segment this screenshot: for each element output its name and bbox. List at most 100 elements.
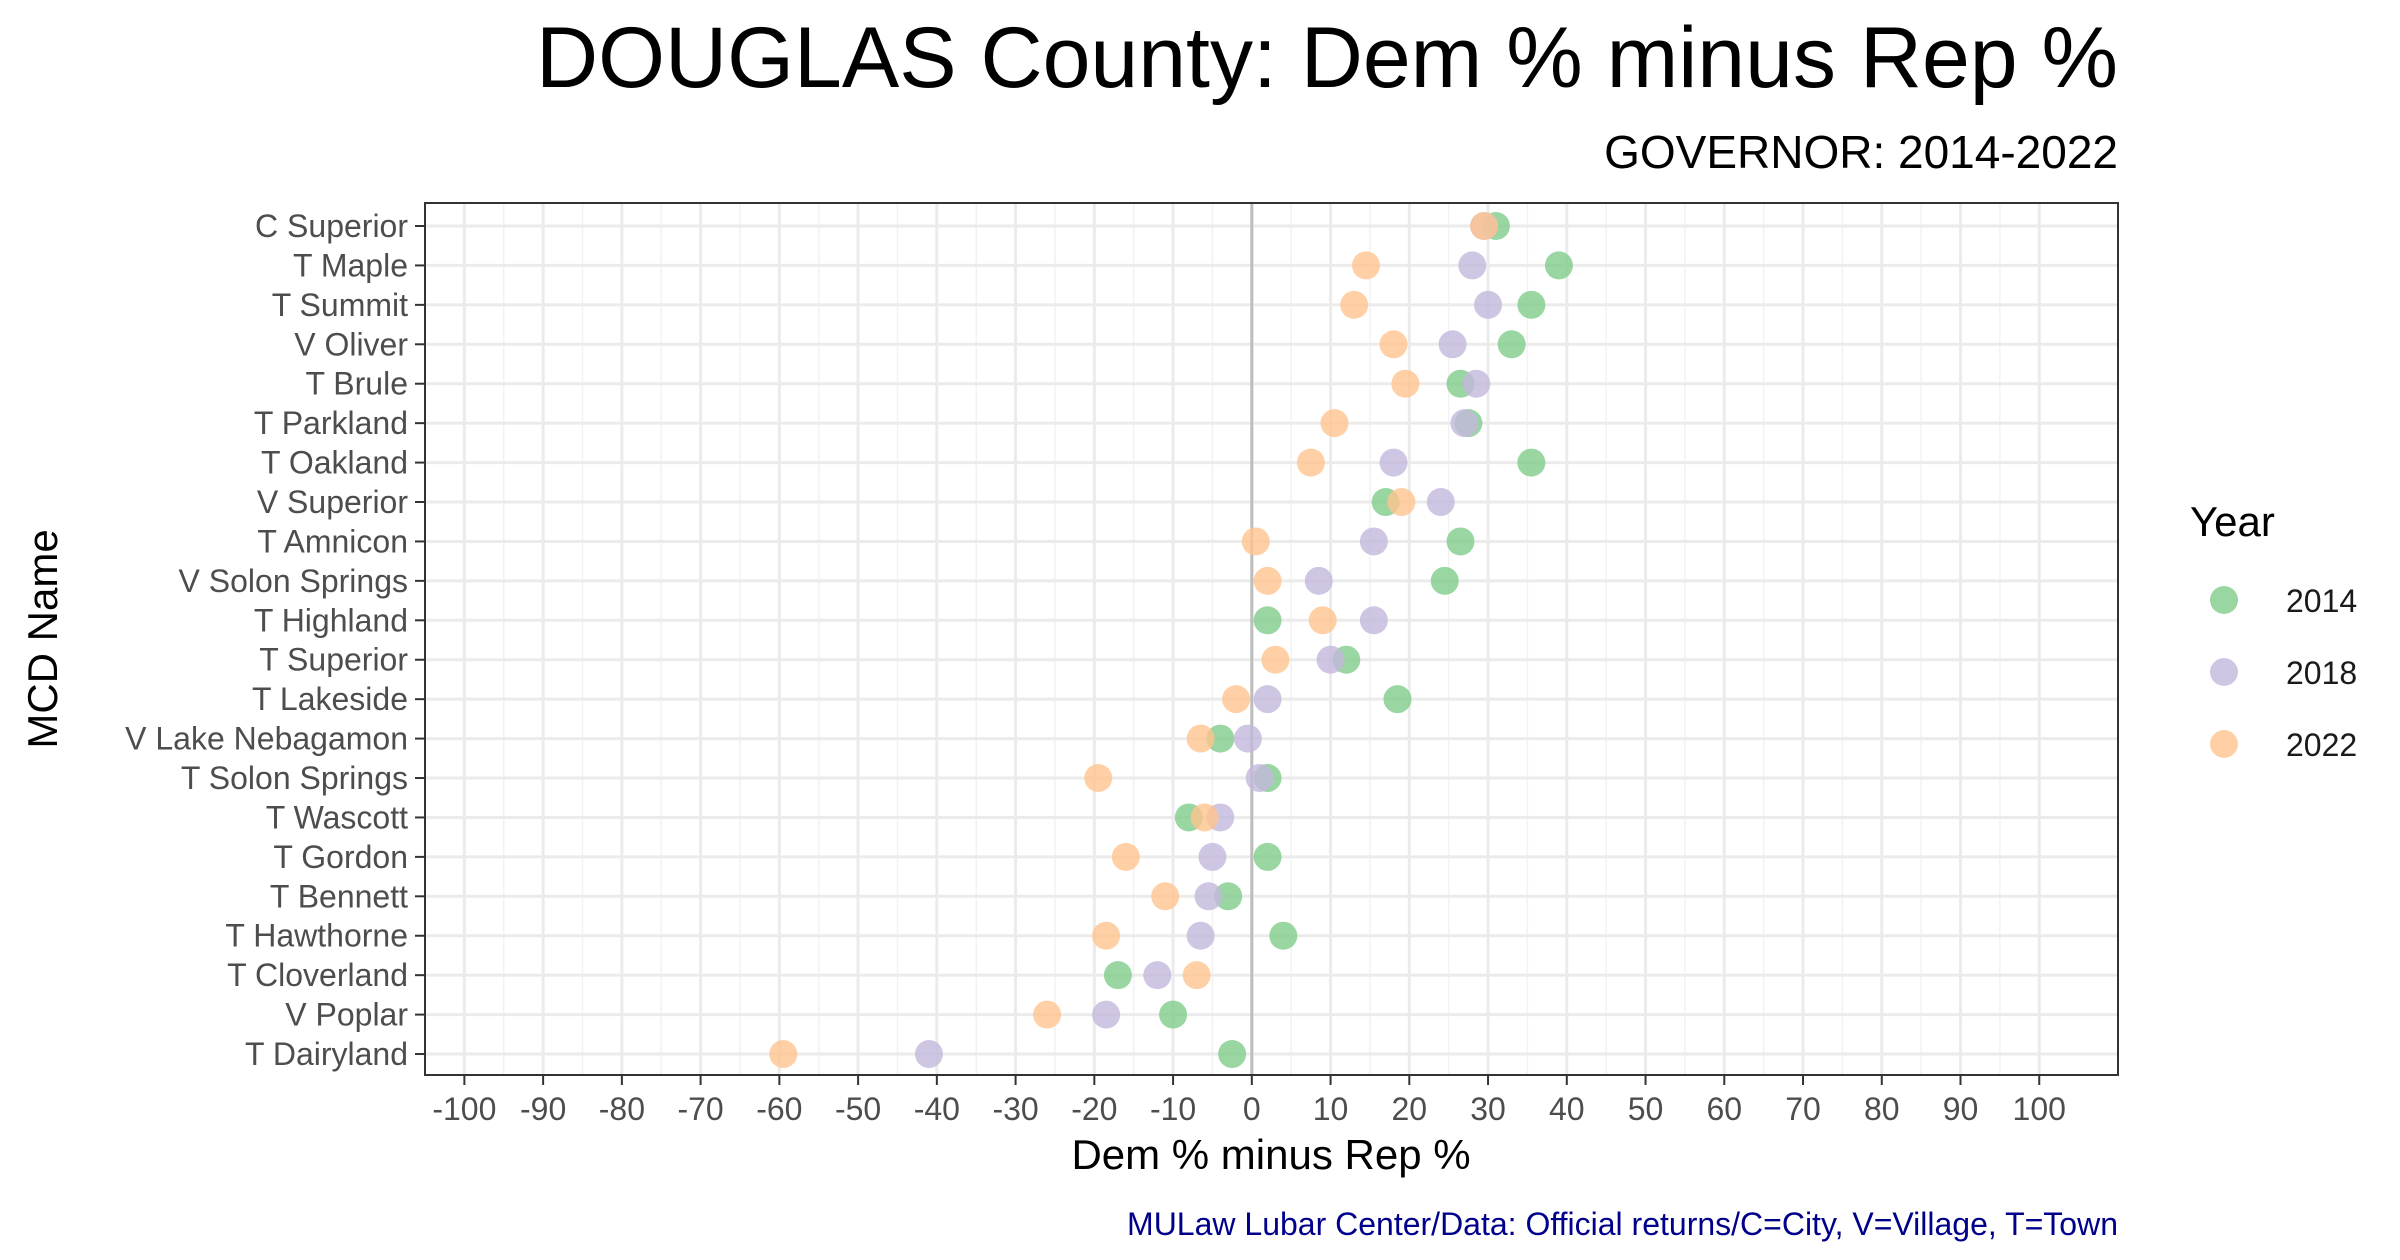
x-tick-label: -30 — [992, 1091, 1038, 1127]
legend-key-2014 — [2210, 586, 2238, 614]
legend-label-2014: 2014 — [2286, 583, 2357, 619]
y-tick-label: T Highland — [254, 602, 408, 638]
point-2014 — [1218, 1040, 1247, 1069]
y-tick-label: T Solon Springs — [181, 760, 408, 796]
point-2022 — [1308, 606, 1337, 635]
data-points — [769, 212, 1573, 1069]
y-tick-label: T Amnicon — [257, 523, 408, 559]
x-tick-label: 20 — [1392, 1091, 1428, 1127]
point-2022 — [1320, 409, 1349, 438]
y-tick-label: T Dairyland — [245, 1036, 408, 1072]
point-2018 — [1233, 724, 1262, 753]
plot-border — [424, 202, 2119, 1076]
x-tick-label: 10 — [1313, 1091, 1349, 1127]
point-2018 — [1458, 251, 1487, 280]
point-2018 — [1379, 448, 1408, 477]
point-2014 — [1497, 330, 1526, 359]
x-tick-label: 90 — [1943, 1091, 1979, 1127]
y-tick-label: T Cloverland — [227, 957, 408, 993]
y-tick-label: V Poplar — [285, 997, 408, 1033]
x-tick-label: -100 — [432, 1091, 496, 1127]
point-2018 — [1245, 764, 1274, 793]
chart-title: DOUGLAS County: Dem % minus Rep % — [536, 10, 2118, 106]
x-tick-label: -70 — [677, 1091, 723, 1127]
point-2018 — [1198, 842, 1227, 871]
point-2014 — [1517, 290, 1546, 319]
y-axis-title: MCD Name — [19, 529, 66, 748]
point-2018 — [1462, 369, 1491, 398]
point-2022 — [1253, 566, 1282, 595]
point-2018 — [1426, 488, 1455, 517]
point-2014 — [1517, 448, 1546, 477]
x-tick-label: -90 — [520, 1091, 566, 1127]
point-2014 — [1269, 921, 1298, 950]
point-2022 — [1092, 921, 1121, 950]
y-tick-label: T Bennett — [270, 878, 408, 914]
point-2022 — [1186, 724, 1215, 753]
y-tick-label: V Solon Springs — [179, 563, 408, 599]
legend-title: Year — [2190, 498, 2275, 545]
x-tick-label: -10 — [1150, 1091, 1196, 1127]
point-2014 — [1253, 606, 1282, 635]
point-2018 — [1474, 290, 1503, 319]
point-2018 — [914, 1040, 943, 1069]
point-2018 — [1359, 527, 1388, 556]
point-2014 — [1214, 882, 1243, 911]
point-2018 — [1092, 1000, 1121, 1029]
point-2022 — [1151, 882, 1180, 911]
point-2022 — [769, 1040, 798, 1069]
point-2022 — [1111, 842, 1140, 871]
point-2018 — [1438, 330, 1467, 359]
x-tick-label: -20 — [1071, 1091, 1117, 1127]
point-2022 — [1351, 251, 1380, 280]
y-tick-label: T Hawthorne — [225, 918, 408, 954]
y-tick-label: T Wascott — [266, 799, 408, 835]
point-2018 — [1359, 606, 1388, 635]
point-2014 — [1383, 685, 1412, 714]
point-2014 — [1544, 251, 1573, 280]
y-tick-label: T Maple — [293, 247, 408, 283]
x-tick-label: -40 — [914, 1091, 960, 1127]
legend-key-2018 — [2210, 658, 2238, 686]
point-2018 — [1253, 685, 1282, 714]
point-2022 — [1084, 764, 1113, 793]
x-axis: -100 -90 -80 -70 -60 -50 -40 -30 -20 -10 0 10 20 30 40… — [432, 1075, 2066, 1127]
point-2014 — [1430, 566, 1459, 595]
x-tick-label: 50 — [1628, 1091, 1664, 1127]
point-2022 — [1033, 1000, 1062, 1029]
point-2022 — [1470, 212, 1499, 240]
point-2018 — [1450, 409, 1479, 438]
point-2022 — [1296, 448, 1325, 477]
point-2018 — [1143, 961, 1172, 990]
y-tick-label: T Parkland — [254, 405, 408, 441]
chart-subtitle: GOVERNOR: 2014-2022 — [1604, 126, 2118, 178]
legend: Year 2014 2018 2022 — [2190, 498, 2357, 763]
point-2018 — [1304, 566, 1333, 595]
point-2022 — [1222, 685, 1251, 714]
y-tick-label: V Superior — [257, 484, 409, 520]
point-2022 — [1379, 330, 1408, 359]
point-2014 — [1253, 842, 1282, 871]
y-tick-label: V Lake Nebagamon — [125, 721, 408, 757]
x-tick-label: 80 — [1864, 1091, 1900, 1127]
y-tick-label: T Gordon — [273, 839, 408, 875]
legend-label-2018: 2018 — [2286, 655, 2357, 691]
x-tick-label: -60 — [756, 1091, 802, 1127]
point-2022 — [1241, 527, 1270, 556]
point-2014 — [1446, 527, 1475, 556]
x-tick-label: 100 — [2013, 1091, 2066, 1127]
point-2018 — [1194, 882, 1223, 911]
legend-label-2022: 2022 — [2286, 727, 2357, 763]
point-2022 — [1182, 961, 1211, 990]
point-2022 — [1387, 488, 1416, 517]
point-2022 — [1261, 645, 1290, 674]
y-tick-label: T Brule — [305, 366, 408, 402]
y-tick-label: V Oliver — [294, 326, 408, 362]
y-tick-label: T Summit — [272, 287, 408, 323]
y-tick-label: C Superior — [255, 208, 408, 244]
y-tick-label: T Superior — [259, 642, 408, 678]
x-tick-label: 0 — [1243, 1091, 1261, 1127]
legend-key-2022 — [2210, 730, 2238, 758]
x-tick-label: -80 — [599, 1091, 645, 1127]
